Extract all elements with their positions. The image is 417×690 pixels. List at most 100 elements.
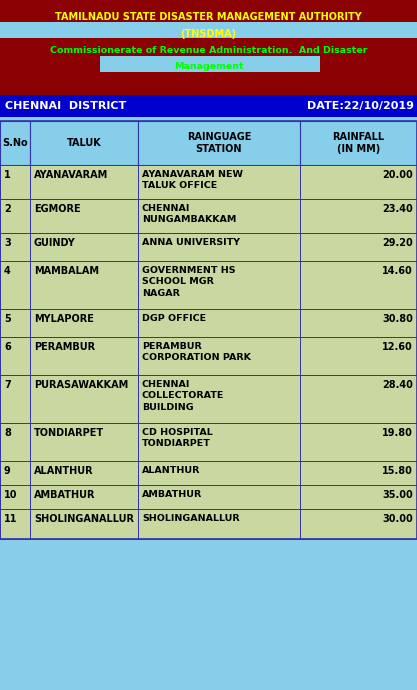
Text: TALUK: TALUK [67,138,101,148]
Text: GOVERNMENT HS: GOVERNMENT HS [142,266,236,275]
Bar [138,461,300,485]
Text: CORPORATION PARK: CORPORATION PARK [142,353,251,362]
Bar [138,509,300,539]
Bar [0,309,30,337]
Text: 30.00: 30.00 [382,514,413,524]
Text: S.No: S.No [2,138,28,148]
Bar [300,509,417,539]
Text: 30.80: 30.80 [382,314,413,324]
Text: 12.60: 12.60 [382,342,413,352]
Text: Commissionerate of Revenue Administration.  And Disaster: Commissionerate of Revenue Administratio… [50,46,367,55]
Text: EGMORE: EGMORE [34,204,80,214]
Text: 19.80: 19.80 [382,428,413,438]
Bar [30,461,138,485]
Bar [30,375,138,423]
Text: SCHOOL MGR: SCHOOL MGR [142,277,214,286]
Bar [30,121,138,165]
Text: PURASAWAKKAM: PURASAWAKKAM [34,380,128,390]
Bar [138,485,300,509]
Bar [0,165,30,199]
Bar [300,233,417,261]
Text: 2: 2 [4,204,11,214]
Bar [138,233,300,261]
Text: MAMBALAM: MAMBALAM [34,266,99,276]
Text: AMBATHUR: AMBATHUR [142,490,202,499]
Bar [0,375,30,423]
Text: CHENNAI  DISTRICT: CHENNAI DISTRICT [5,101,126,111]
Text: AMBATHUR: AMBATHUR [34,490,95,500]
Bar [0,95,417,117]
Text: SHOLINGANALLUR: SHOLINGANALLUR [142,514,240,523]
Text: ALANTHUR: ALANTHUR [142,466,201,475]
Bar [30,309,138,337]
Bar [300,199,417,233]
Text: NAGAR: NAGAR [142,289,180,298]
Bar [0,121,30,165]
Text: ANNA UNIVERSITY: ANNA UNIVERSITY [142,238,240,247]
Bar [30,233,138,261]
Bar [0,423,30,461]
Bar [30,423,138,461]
Text: CD HOSPITAL: CD HOSPITAL [142,428,213,437]
Bar [300,261,417,309]
Text: AYANAVARAM: AYANAVARAM [34,170,108,180]
Text: NUNGAMBAKKAM: NUNGAMBAKKAM [142,215,236,224]
Text: RAINFALL
(IN MM): RAINFALL (IN MM) [332,132,384,154]
Bar [138,337,300,375]
Bar [300,309,417,337]
Bar [300,337,417,375]
Text: TONDIARPET: TONDIARPET [34,428,104,438]
Text: AYANAVARAM NEW: AYANAVARAM NEW [142,170,243,179]
Bar [0,485,30,509]
Text: 8: 8 [4,428,11,438]
Text: CHENNAI: CHENNAI [142,380,191,389]
Bar [0,233,30,261]
Text: 5: 5 [4,314,11,324]
Bar [0,509,30,539]
Bar [300,121,417,165]
Text: Management: Management [174,62,243,71]
Text: 11: 11 [4,514,18,524]
Text: 23.40: 23.40 [382,204,413,214]
Bar [100,56,320,72]
Text: DATE:22/10/2019: DATE:22/10/2019 [307,101,414,111]
Text: RAINGUAGE
STATION: RAINGUAGE STATION [187,132,251,154]
Text: (TNSDMA): (TNSDMA) [181,29,236,39]
Bar [138,199,300,233]
Bar [300,461,417,485]
Bar [138,261,300,309]
Text: 7: 7 [4,380,11,390]
Text: 1: 1 [4,170,11,180]
Text: GUINDY: GUINDY [34,238,76,248]
Bar [138,121,300,165]
Text: PERAMBUR: PERAMBUR [142,342,202,351]
Bar [300,165,417,199]
Bar [30,337,138,375]
Bar [30,509,138,539]
Text: 6: 6 [4,342,11,352]
Bar [300,485,417,509]
Text: 10: 10 [4,490,18,500]
Text: 3: 3 [4,238,11,248]
Bar [30,165,138,199]
Bar [0,461,30,485]
Bar [300,375,417,423]
Text: 35.00: 35.00 [382,490,413,500]
Bar [138,165,300,199]
Bar [30,199,138,233]
Text: 20.00: 20.00 [382,170,413,180]
Text: 29.20: 29.20 [382,238,413,248]
Text: MYLAPORE: MYLAPORE [34,314,94,324]
Bar [0,199,30,233]
Text: PERAMBUR: PERAMBUR [34,342,95,352]
Text: SHOLINGANALLUR: SHOLINGANALLUR [34,514,134,524]
Bar [30,485,138,509]
Bar [0,0,417,95]
Text: DGP OFFICE: DGP OFFICE [142,314,206,323]
Text: COLLECTORATE: COLLECTORATE [142,391,224,400]
Bar [138,375,300,423]
Text: 14.60: 14.60 [382,266,413,276]
Bar [30,261,138,309]
Text: 28.40: 28.40 [382,380,413,390]
Text: 4: 4 [4,266,11,276]
